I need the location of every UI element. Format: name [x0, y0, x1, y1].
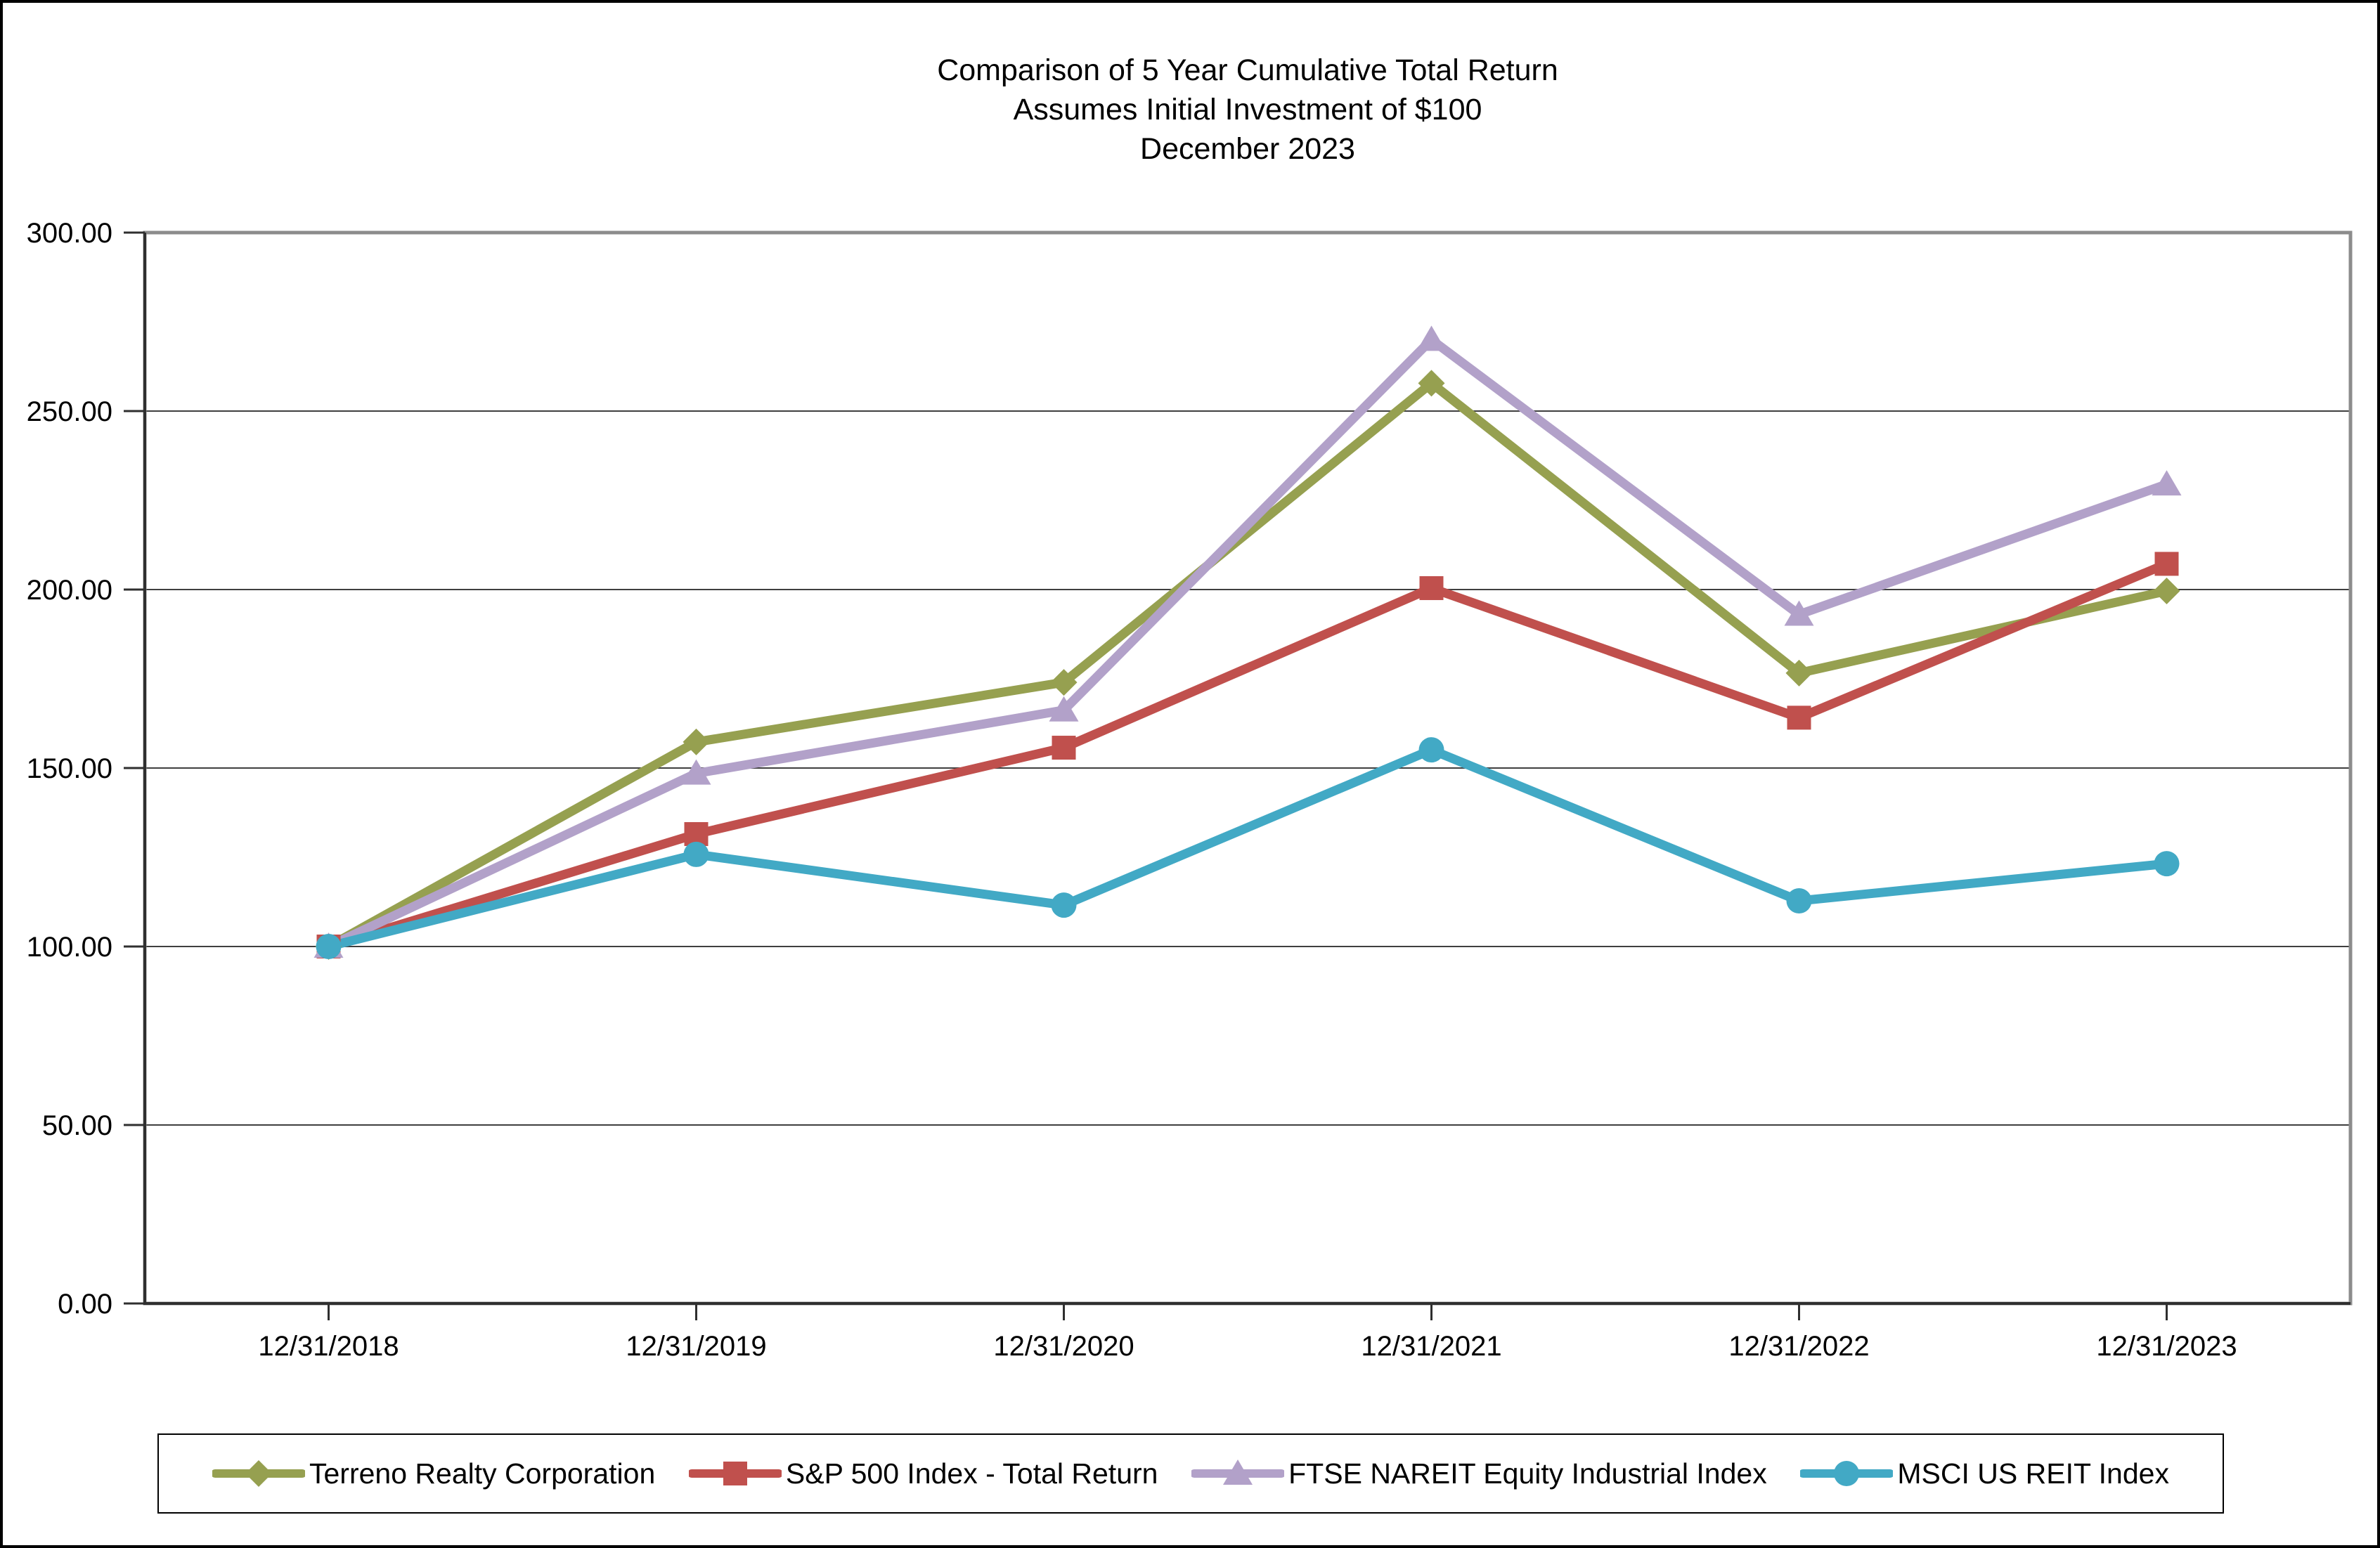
gridlines: [145, 410, 2350, 1126]
legend-item-msci-reit: MSCI US REIT Index: [1800, 1454, 2169, 1493]
diamond-marker: [683, 728, 710, 755]
square-marker: [1787, 705, 1811, 730]
y-tick-label: 250.00: [27, 396, 112, 427]
y-tick-label: 0.00: [58, 1289, 112, 1320]
circle-marker: [2154, 851, 2180, 877]
chart-title-block: Comparison of 5 Year Cumulative Total Re…: [145, 51, 2350, 169]
y-tick-label: 150.00: [27, 753, 112, 784]
series-line: [324, 559, 2171, 951]
x-tick-label: 12/31/2022: [1728, 1331, 1869, 1362]
triangle-marker: [681, 759, 711, 785]
chart-title-line-3: December 2023: [1140, 132, 1355, 166]
x-tick-label: 12/31/2018: [258, 1331, 399, 1362]
circle-marker: [1418, 737, 1444, 763]
y-axis: 0.00 50.00 100.00 150.00 200.00 250.00 300.00: [27, 218, 145, 1320]
legend-key-square-icon: [688, 1462, 782, 1485]
y-tick-label: 100.00: [27, 932, 112, 963]
plot-area: 0.00 50.00 100.00 150.00 200.00 250.00 300.00 1…: [27, 218, 2353, 1362]
chart-title-line-2: Assumes Initial Investment of $100: [1013, 93, 1482, 126]
triangle-marker: [1784, 600, 1814, 626]
circle-marker: [1834, 1461, 1860, 1486]
series-terreno-realty-corporation: [324, 378, 2171, 951]
legend-key-triangle-icon: [1191, 1459, 1285, 1485]
x-tick-label: 12/31/2019: [626, 1331, 766, 1362]
square-marker: [2154, 552, 2179, 576]
triangle-marker: [1416, 325, 1447, 351]
square-marker: [1052, 736, 1076, 760]
y-tick-label: 200.00: [27, 575, 112, 606]
legend-item-terreno: Terreno Realty Corporation: [212, 1454, 655, 1493]
circle-marker: [316, 934, 342, 959]
legend-label: S&P 500 Index - Total Return: [785, 1457, 1158, 1490]
diamond-marker: [2153, 578, 2180, 605]
x-tick-label: 12/31/2023: [2096, 1331, 2237, 1362]
y-tick-label: 300.00: [27, 218, 112, 249]
circle-marker: [683, 841, 709, 867]
legend: Terreno Realty Corporation S&P 500 Index…: [157, 1433, 2224, 1514]
chart-title-line-1: Comparison of 5 Year Cumulative Total Re…: [937, 53, 1558, 87]
triangle-marker: [2152, 470, 2182, 496]
legend-key-diamond-icon: [212, 1460, 305, 1487]
square-marker: [1419, 575, 1444, 600]
legend-label: FTSE NAREIT Equity Industrial Index: [1288, 1457, 1767, 1490]
diamond-marker: [1050, 669, 1078, 696]
legend-item-ftse-nareit: FTSE NAREIT Equity Industrial Index: [1191, 1454, 1767, 1493]
square-marker: [723, 1462, 747, 1485]
diamond-marker: [1418, 370, 1445, 397]
series-line: [324, 745, 2171, 951]
legend-item-sp500: S&P 500 Index - Total Return: [688, 1454, 1158, 1493]
diamond-marker: [1785, 659, 1813, 687]
y-tick-label: 50.00: [42, 1110, 112, 1141]
triangle-marker: [1049, 696, 1079, 722]
series-msci-us-reit-index: [324, 745, 2171, 951]
legend-key-circle-icon: [1800, 1461, 1894, 1486]
series-markers: [316, 552, 2179, 958]
series-ftse-nareit-equity-industrial-index: [324, 334, 2171, 951]
series-line: [324, 334, 2171, 951]
series-line: [324, 378, 2171, 951]
circle-marker: [1051, 892, 1077, 918]
diamond-marker: [245, 1460, 272, 1487]
series-markers: [316, 737, 2180, 959]
legend-label: MSCI US REIT Index: [1897, 1457, 2169, 1490]
x-tick-label: 12/31/2020: [993, 1331, 1134, 1362]
triangle-marker: [1223, 1459, 1253, 1485]
series-s-p-500-index-total-return: [324, 559, 2171, 951]
circle-marker: [1786, 887, 1812, 913]
x-tick-label: 12/31/2021: [1361, 1331, 1501, 1362]
legend-label: Terreno Realty Corporation: [309, 1457, 656, 1490]
x-axis: 12/31/2018 12/31/2019 12/31/2020 12/31/2021…: [258, 1303, 2237, 1362]
